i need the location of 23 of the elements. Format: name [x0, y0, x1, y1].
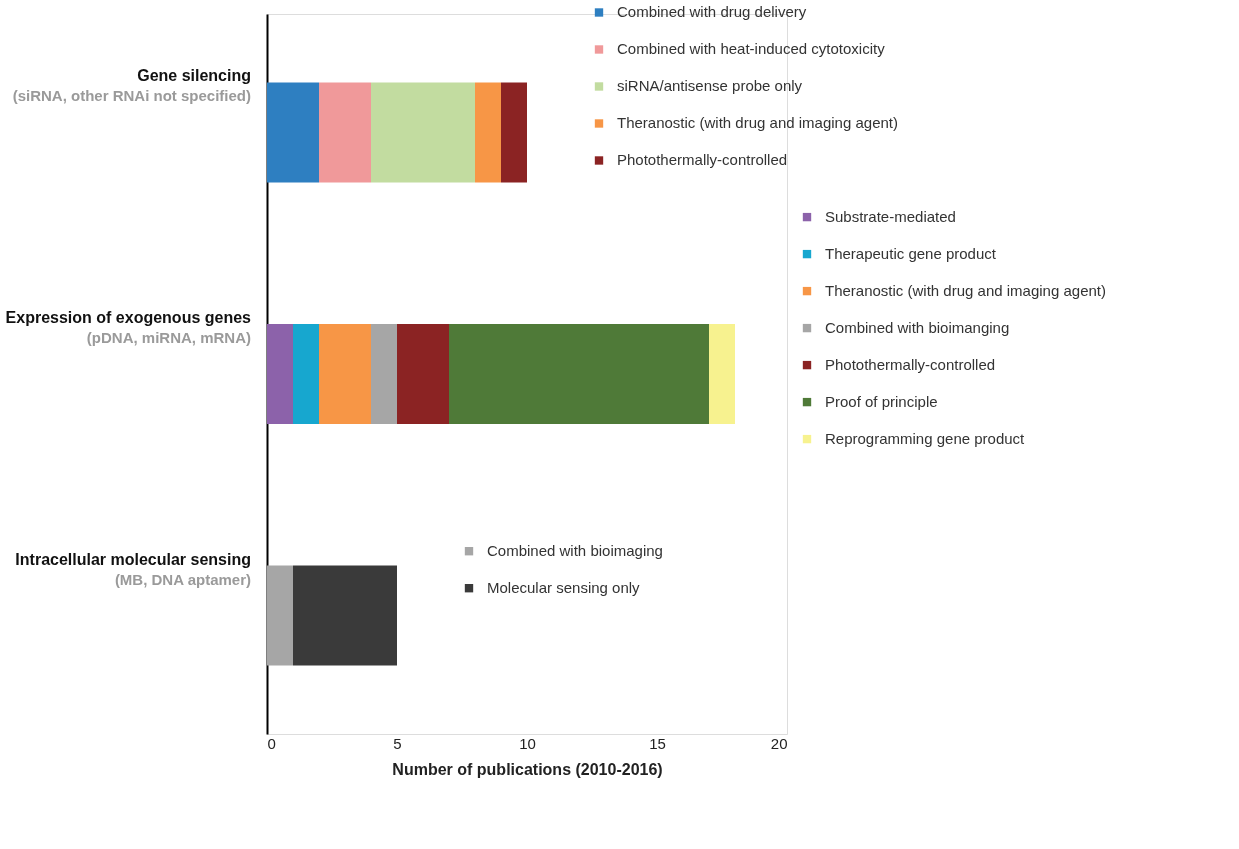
x-tick-label: 20: [770, 734, 788, 752]
x-tick-label: 0: [267, 734, 276, 752]
category-label: Gene silencing (siRNA, other RNAi not specified): [12, 67, 251, 105]
legend-label: Combined with heat-induced cytotoxicity: [617, 40, 886, 58]
x-tick-label: 5: [393, 734, 402, 752]
x-tick-label: 10: [519, 734, 536, 752]
legend-label: Reprogramming gene product: [825, 430, 1026, 448]
legend-label: Combined with bioimaging: [487, 542, 663, 560]
x-tick-label: 15: [649, 734, 666, 752]
x-axis-title: Number of publications (2010-2016): [392, 760, 663, 778]
category-label: Intracellular molecular sensing (MB, DNA aptamer): [15, 550, 251, 588]
legend-label: Substrate-mediated: [825, 208, 956, 226]
legend-label: Theranostic (with drug and imaging agent): [617, 114, 898, 132]
legend-label: Combined with bioimanging: [825, 319, 1010, 337]
legend-label: Photothermally-controlled: [617, 151, 788, 169]
legend-label: Therapeutic gene product: [825, 245, 997, 263]
legend-label: Proof of principle: [825, 393, 938, 411]
legend-label: Photothermally-controlled: [825, 356, 996, 374]
legend-label: siRNA/antisense probe only: [617, 77, 803, 95]
category-label: Expression of exogenous genes (pDNA, miRNA, mRNA): [5, 309, 251, 347]
legend-label: Molecular sensing only: [487, 579, 641, 597]
legend-label: Combined with drug delivery: [617, 3, 807, 21]
legend-label: Theranostic (with drug and imaging agent): [825, 282, 1106, 300]
